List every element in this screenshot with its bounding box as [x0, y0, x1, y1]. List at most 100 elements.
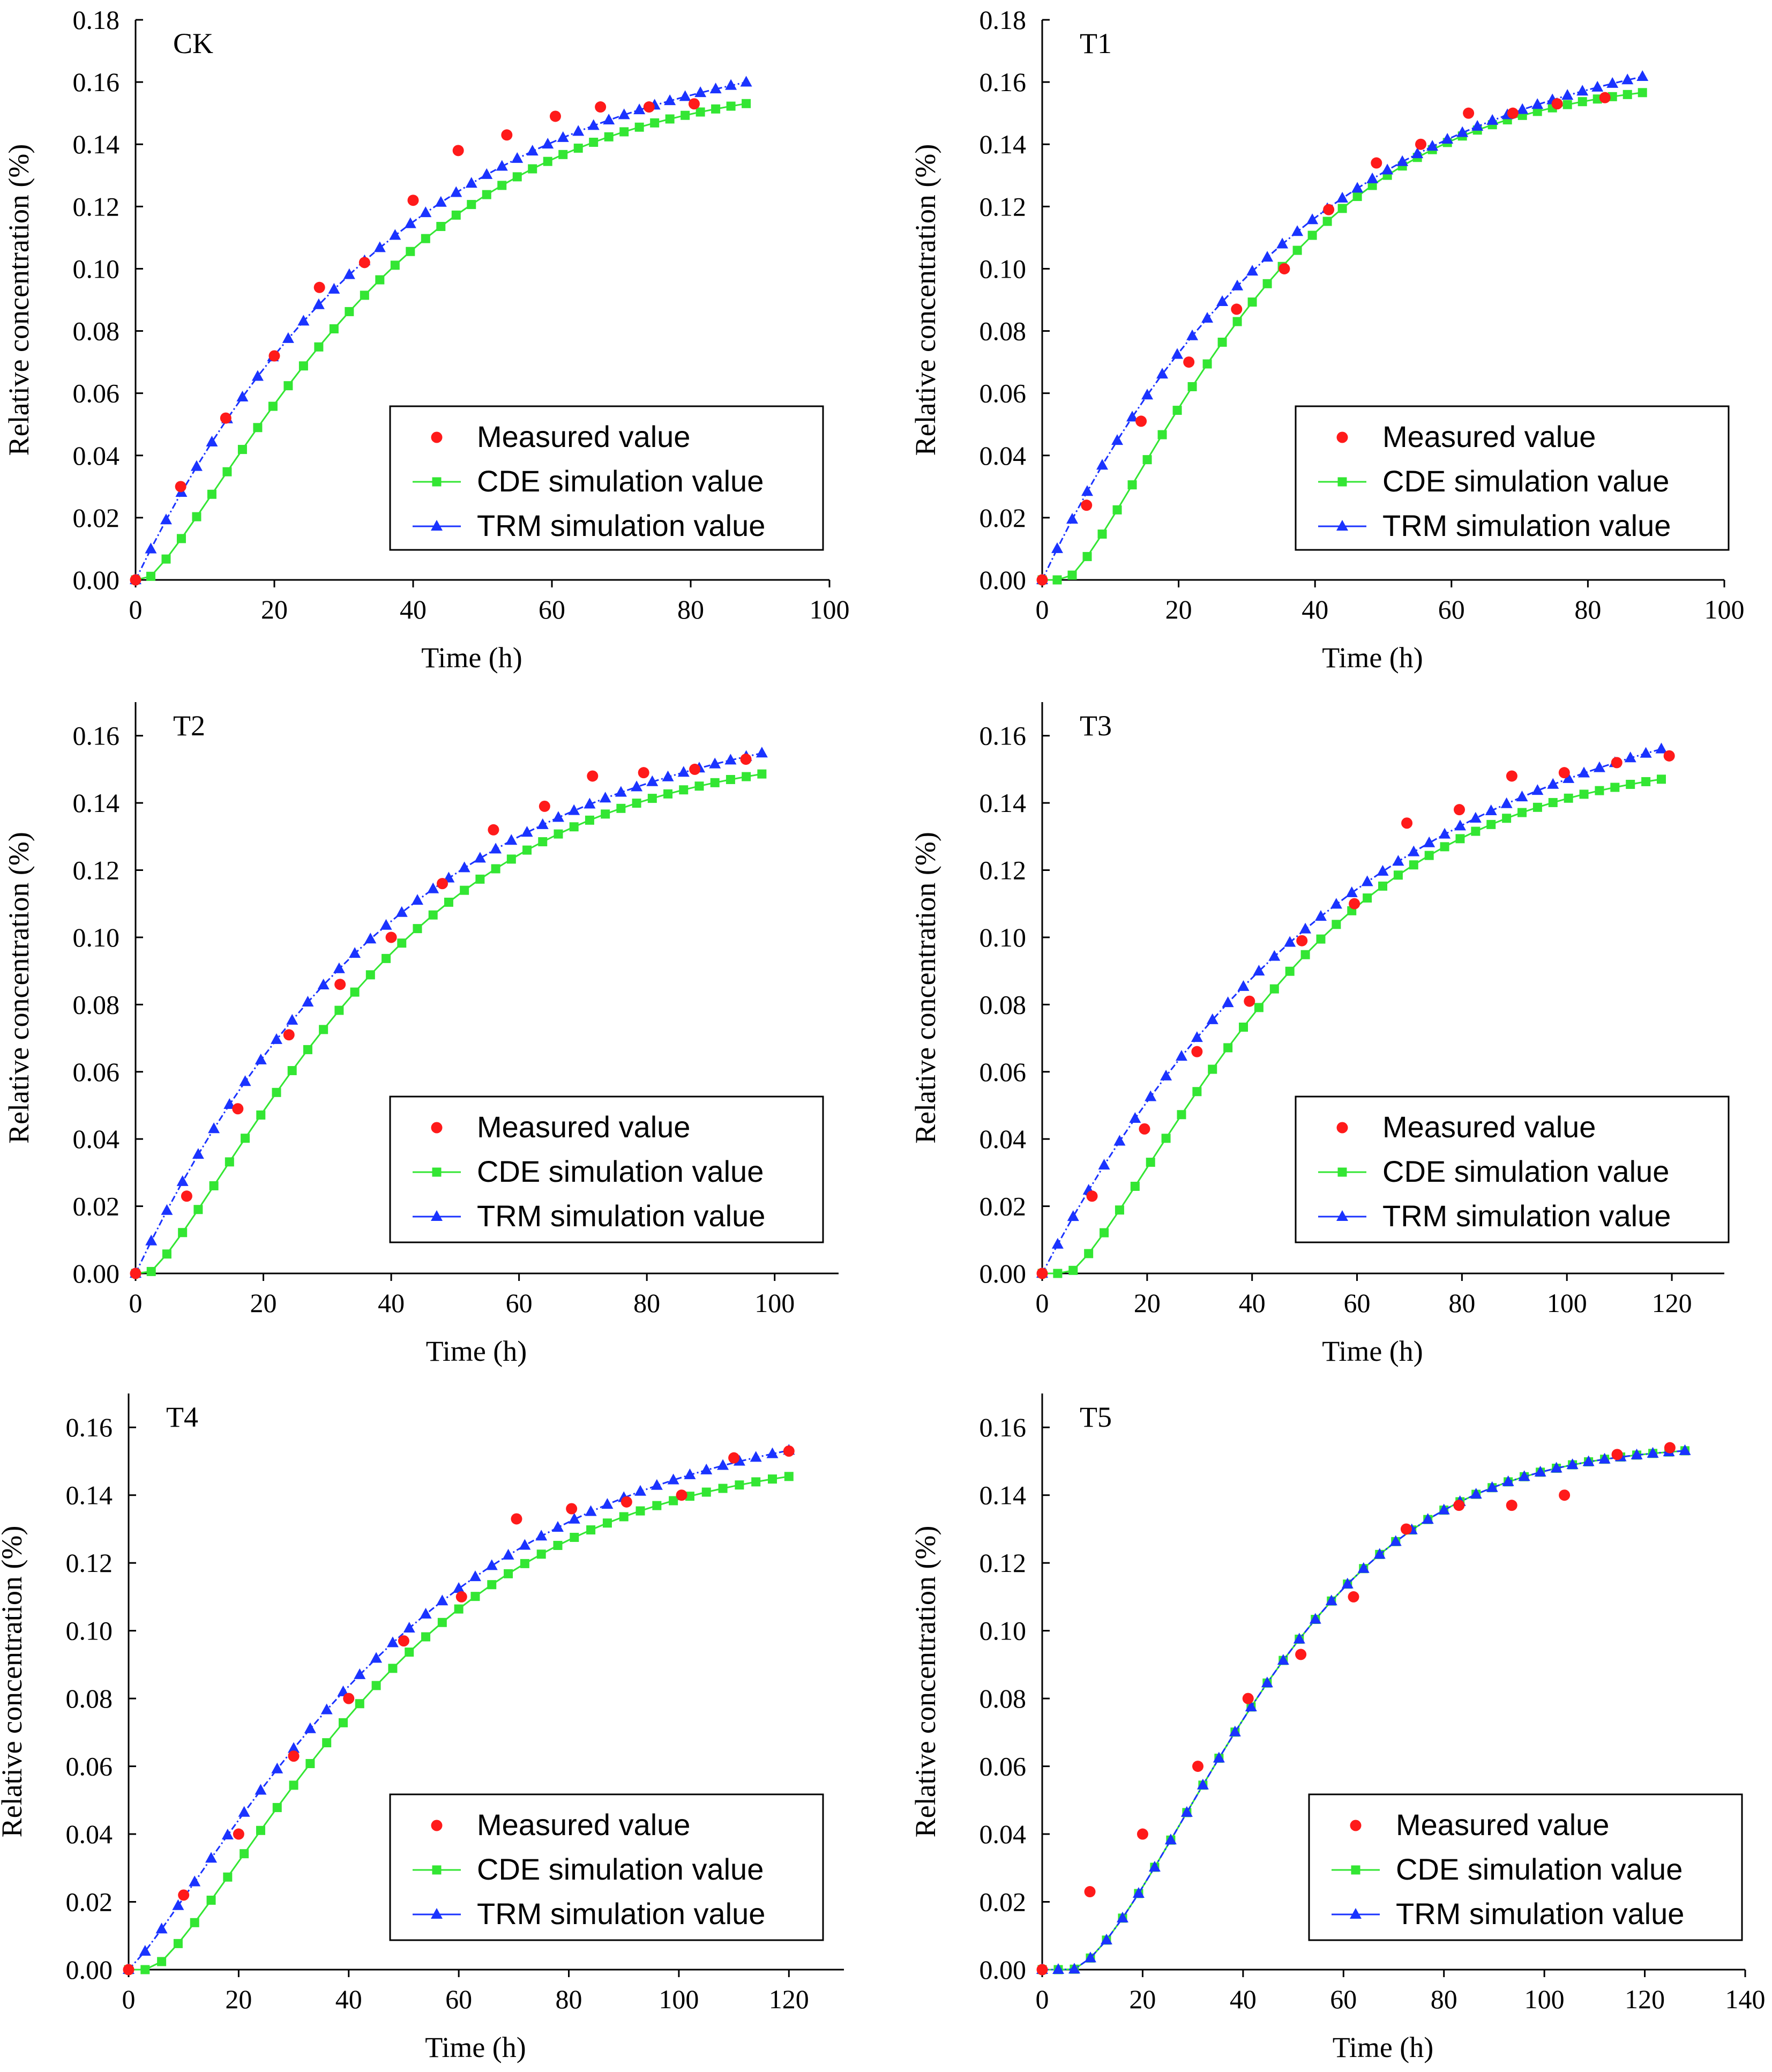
measured-point	[437, 878, 448, 890]
legend-label: TRM simulation value	[1382, 509, 1671, 542]
chart-panel: 0.00 0.02 0.04 0.06 0.08 0.10 0.12 0.14 0.16 0 20 4…	[909, 702, 1730, 1367]
measured-point	[232, 1103, 244, 1115]
trm-point	[145, 542, 157, 554]
y-axis-title: Relative concentration (%)	[909, 144, 941, 456]
cde-point	[173, 1939, 183, 1948]
measured-point	[1611, 757, 1623, 769]
trm-point	[1547, 778, 1559, 789]
legend-marker	[431, 1820, 443, 1831]
y-tick-label: 0.10	[980, 922, 1027, 952]
trm-point	[1454, 819, 1466, 831]
trm-point	[615, 786, 627, 797]
y-tick-label: 0.18	[980, 5, 1027, 35]
cde-point	[701, 1487, 711, 1497]
trm-point	[526, 145, 539, 156]
x-tick-label: 40	[1302, 594, 1328, 624]
cde-point	[339, 1718, 348, 1727]
trm-point	[733, 1455, 745, 1466]
y-tick-label: 0.14	[980, 129, 1027, 159]
measured-point	[283, 1029, 295, 1041]
cde-point	[669, 1496, 678, 1505]
trm-point	[297, 315, 310, 326]
trm-point	[1411, 147, 1424, 159]
x-tick-label: 20	[1134, 1288, 1161, 1318]
trm-point	[1502, 1475, 1514, 1486]
measured-point	[1599, 92, 1611, 103]
trm-series-line	[1042, 1450, 1685, 1971]
trm-point	[270, 1033, 282, 1044]
cde-point	[619, 127, 629, 137]
cde-point	[1455, 834, 1465, 844]
cde-point	[322, 1738, 332, 1748]
trm-point	[1066, 513, 1079, 524]
trm-point	[1129, 1112, 1141, 1123]
trm-point	[271, 1762, 283, 1773]
legend-label: CDE simulation value	[1382, 1154, 1669, 1188]
legend-label: TRM simulation value	[1382, 1199, 1671, 1233]
measured-point	[288, 1750, 300, 1762]
trm-point	[511, 152, 524, 163]
trm-point	[176, 1175, 189, 1186]
measured-point	[1231, 303, 1243, 315]
trm-point	[1389, 1535, 1402, 1546]
measured-point	[1323, 204, 1335, 215]
trm-point	[1051, 1238, 1064, 1249]
measured-point	[398, 1635, 409, 1647]
trm-point	[474, 852, 486, 863]
trm-point	[373, 241, 386, 252]
measured-point	[313, 281, 325, 293]
cde-point	[751, 1477, 761, 1487]
cde-point	[460, 885, 469, 895]
trm-point	[1576, 85, 1589, 96]
trm-point	[453, 1582, 465, 1593]
cde-point	[1363, 893, 1372, 903]
legend-label: Measured value	[1396, 1808, 1609, 1842]
trm-point	[1216, 295, 1229, 307]
trm-point	[354, 1668, 366, 1679]
x-tick-label: 40	[1239, 1288, 1266, 1318]
trm-point	[1373, 1548, 1386, 1559]
trm-point	[664, 94, 676, 106]
x-tick-label: 120	[1652, 1288, 1692, 1318]
legend: Measured value CDE simulation value TRM si…	[1295, 1095, 1730, 1243]
trm-point	[349, 947, 361, 958]
trm-point	[1531, 98, 1544, 109]
cde-point	[1337, 204, 1347, 213]
x-tick-label: 0	[122, 1984, 136, 2014]
trm-point	[328, 282, 340, 294]
cde-point	[1471, 826, 1481, 836]
measured-point	[620, 1496, 632, 1508]
trm-point	[1381, 163, 1394, 175]
trm-point	[542, 138, 554, 149]
trm-point	[481, 168, 493, 179]
cde-point	[146, 571, 155, 581]
cde-point	[619, 1512, 629, 1522]
trm-point	[288, 1742, 300, 1753]
trm-point	[618, 108, 630, 120]
cde-point	[256, 1825, 265, 1835]
trm-point	[1116, 1911, 1128, 1922]
y-tick-label: 0.06	[980, 1057, 1027, 1087]
trm-point	[190, 460, 203, 471]
cde-point	[345, 307, 354, 316]
trm-point	[205, 1852, 218, 1863]
trm-point	[700, 1463, 713, 1474]
cde-point	[1300, 950, 1310, 959]
trm-point	[1325, 1594, 1337, 1606]
trm-point	[1647, 1447, 1659, 1458]
trm-point	[1351, 182, 1364, 193]
y-tick-label: 0.06	[980, 378, 1027, 408]
trm-point	[389, 229, 401, 240]
cde-point	[390, 260, 400, 270]
y-tick-label: 0.16	[980, 67, 1027, 97]
cde-point	[314, 342, 324, 352]
measured-point	[1401, 817, 1413, 829]
cde-point	[1130, 1181, 1140, 1191]
cde-point	[487, 1580, 497, 1590]
trm-point	[1160, 1069, 1172, 1080]
measured-point	[1296, 935, 1308, 946]
y-tick-label: 0.08	[980, 989, 1027, 1019]
cde-point	[569, 822, 579, 832]
cde-point	[1532, 802, 1542, 812]
cde-point	[1517, 808, 1527, 817]
